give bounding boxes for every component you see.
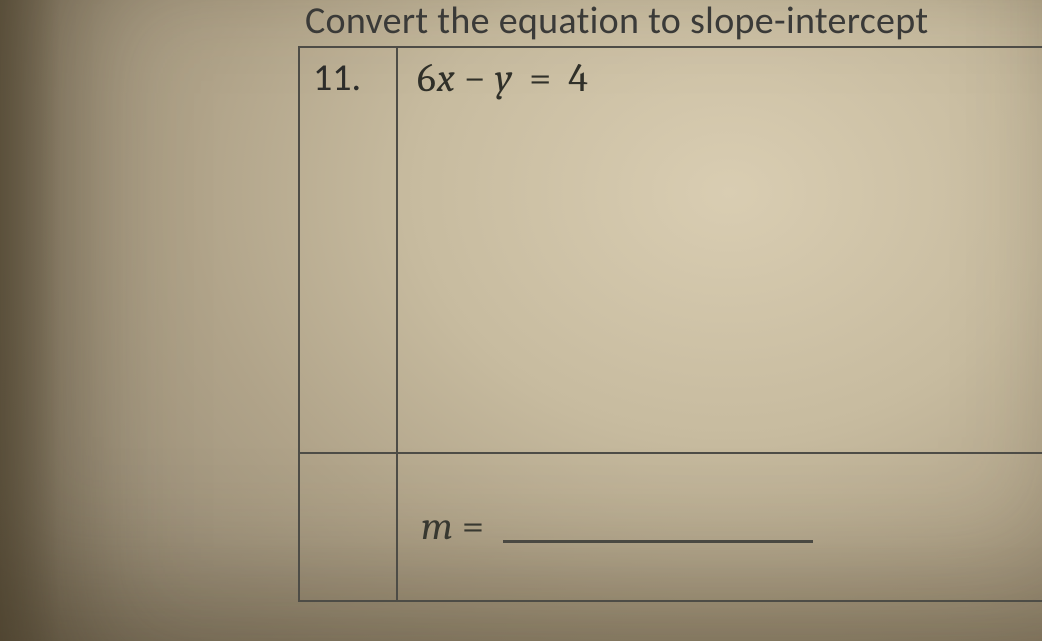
problem-row: 11. 6x−y = 4 (299, 47, 1042, 453)
answer-var: m (421, 503, 453, 549)
problem-number-cell: 11. (299, 47, 397, 453)
answer-blank-line[interactable] (503, 540, 813, 543)
problem-table: 11. 6x−y = 4 m = (298, 46, 1042, 602)
equation: 6x−y = 4 (399, 49, 1042, 101)
equation-var1: x (437, 55, 456, 101)
answer-cell: m = (397, 453, 1042, 601)
answer-row: m = (299, 453, 1042, 601)
equation-coef: 6 (417, 55, 437, 101)
equation-minus: − (464, 55, 487, 101)
problem-number: 11. (301, 49, 395, 101)
equation-var2: y (495, 55, 513, 101)
equation-equals: = (529, 55, 552, 101)
equation-rhs: 4 (568, 55, 589, 101)
worksheet-page: Convert the equation to slope-intercept … (0, 0, 1042, 641)
answer-prompt: m = (399, 455, 1042, 549)
answer-equals: = (462, 503, 484, 549)
paper-left-shadow (0, 0, 60, 641)
problem-work-cell: 6x−y = 4 (397, 47, 1042, 453)
answer-number-cell (299, 453, 397, 601)
instruction-text: Convert the equation to slope-intercept (305, 0, 1042, 44)
